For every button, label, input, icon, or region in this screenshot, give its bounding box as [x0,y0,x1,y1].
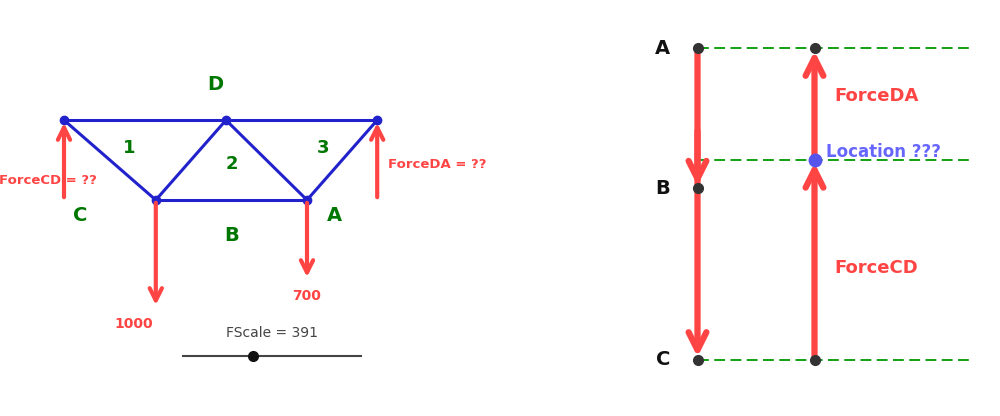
Text: B: B [655,178,670,198]
Text: ForceDA = ??: ForceDA = ?? [388,158,486,171]
Text: ForceCD: ForceCD [834,259,918,277]
Text: ForceCD = ??: ForceCD = ?? [0,173,97,186]
Text: Location ???: Location ??? [826,143,941,161]
Text: 1: 1 [123,139,135,157]
Text: C: C [656,350,670,369]
Text: FScale = 391: FScale = 391 [226,326,318,340]
Text: C: C [73,206,87,225]
Text: 700: 700 [293,289,321,303]
Text: D: D [207,75,223,94]
Text: A: A [655,39,670,58]
Text: ForceDA: ForceDA [834,87,918,105]
Text: B: B [224,226,239,245]
Text: 3: 3 [317,139,329,157]
Text: 1000: 1000 [115,317,154,331]
Text: A: A [326,206,342,225]
Text: 2: 2 [225,155,238,173]
